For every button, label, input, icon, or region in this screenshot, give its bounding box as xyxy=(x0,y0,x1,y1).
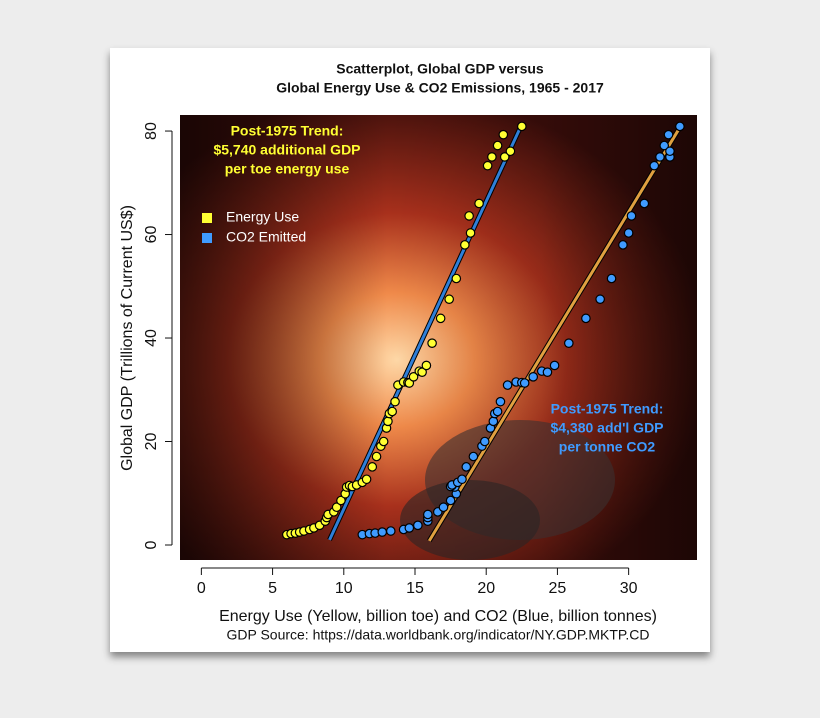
point xyxy=(517,121,527,132)
y-tick-label: 0 xyxy=(143,540,160,549)
y-tick-label: 40 xyxy=(143,329,160,347)
point xyxy=(639,198,650,209)
point xyxy=(435,313,446,324)
point xyxy=(377,527,388,537)
x-tick-label: 5 xyxy=(268,580,277,597)
point xyxy=(451,273,462,284)
point xyxy=(413,520,423,531)
point xyxy=(390,396,400,407)
y-tick-label: 80 xyxy=(143,122,160,140)
point xyxy=(492,406,503,417)
point xyxy=(492,140,503,151)
point xyxy=(505,146,516,157)
point xyxy=(371,451,382,462)
point xyxy=(457,474,467,485)
point xyxy=(495,396,506,407)
point xyxy=(474,198,484,209)
chart-subtitle: Global Energy Use & CO2 Emissions, 1965 … xyxy=(276,80,604,96)
point xyxy=(378,436,389,447)
point xyxy=(542,367,553,377)
point xyxy=(438,502,449,513)
point xyxy=(663,129,674,140)
point xyxy=(427,338,437,348)
point xyxy=(655,152,665,162)
point xyxy=(519,378,530,388)
legend-swatch xyxy=(202,213,212,223)
x-tick-label: 25 xyxy=(549,580,567,597)
point xyxy=(385,526,396,536)
point xyxy=(423,509,433,520)
point xyxy=(404,523,415,533)
point xyxy=(367,462,378,472)
annotation: Post-1975 Trend: xyxy=(231,123,344,139)
legend-label: CO2 Emitted xyxy=(226,229,306,245)
annotation: Post-1975 Trend: xyxy=(551,401,664,417)
annotation: $4,380 add'l GDP xyxy=(550,420,663,436)
point xyxy=(387,406,398,417)
point xyxy=(675,121,685,132)
chart-title: Scatterplot, Global GDP versus xyxy=(336,61,544,77)
point xyxy=(468,451,479,462)
point xyxy=(383,416,393,427)
point xyxy=(331,502,342,513)
point xyxy=(665,146,675,157)
point xyxy=(498,129,509,140)
point xyxy=(499,152,510,162)
x-tick-label: 20 xyxy=(477,580,495,597)
annotation: $5,740 additional GDP xyxy=(213,142,360,158)
point xyxy=(445,495,456,506)
y-tick-label: 20 xyxy=(143,433,160,451)
point xyxy=(417,367,427,377)
point xyxy=(659,140,670,151)
point xyxy=(460,240,470,250)
y-axis-label: Global GDP (Trillions of Current US$) xyxy=(119,205,136,471)
trend-line xyxy=(427,126,682,542)
x-tick-label: 0 xyxy=(197,580,206,597)
x-tick-label: 30 xyxy=(620,580,638,597)
x-axis-label: Energy Use (Yellow, billion toe) and CO2… xyxy=(219,608,657,625)
point xyxy=(595,294,605,305)
point xyxy=(623,228,634,238)
annotation: per toe energy use xyxy=(225,161,350,177)
point xyxy=(626,211,637,221)
point xyxy=(488,416,499,427)
annotation: per tonne CO2 xyxy=(559,439,656,455)
point xyxy=(581,313,591,324)
point xyxy=(479,436,490,447)
y-tick-label: 60 xyxy=(143,226,160,244)
x-tick-label: 15 xyxy=(406,580,424,597)
point xyxy=(564,338,574,348)
point xyxy=(421,360,432,371)
point xyxy=(444,294,454,305)
point xyxy=(464,211,474,221)
point xyxy=(465,228,476,238)
point xyxy=(461,462,472,472)
point xyxy=(487,152,497,162)
x-tick-label: 10 xyxy=(335,580,353,597)
point xyxy=(528,372,539,382)
legend-label: Energy Use xyxy=(226,209,299,225)
point xyxy=(482,160,493,171)
point xyxy=(408,372,419,382)
point xyxy=(618,240,628,250)
point xyxy=(336,495,346,506)
trend-line xyxy=(328,123,524,541)
point xyxy=(361,474,372,485)
point xyxy=(549,360,560,371)
legend-swatch xyxy=(202,233,212,243)
point xyxy=(606,273,617,284)
background-photo xyxy=(180,115,697,560)
source: GDP Source: https://data.worldbank.org/i… xyxy=(226,627,649,643)
point xyxy=(502,380,513,390)
point xyxy=(649,160,660,171)
